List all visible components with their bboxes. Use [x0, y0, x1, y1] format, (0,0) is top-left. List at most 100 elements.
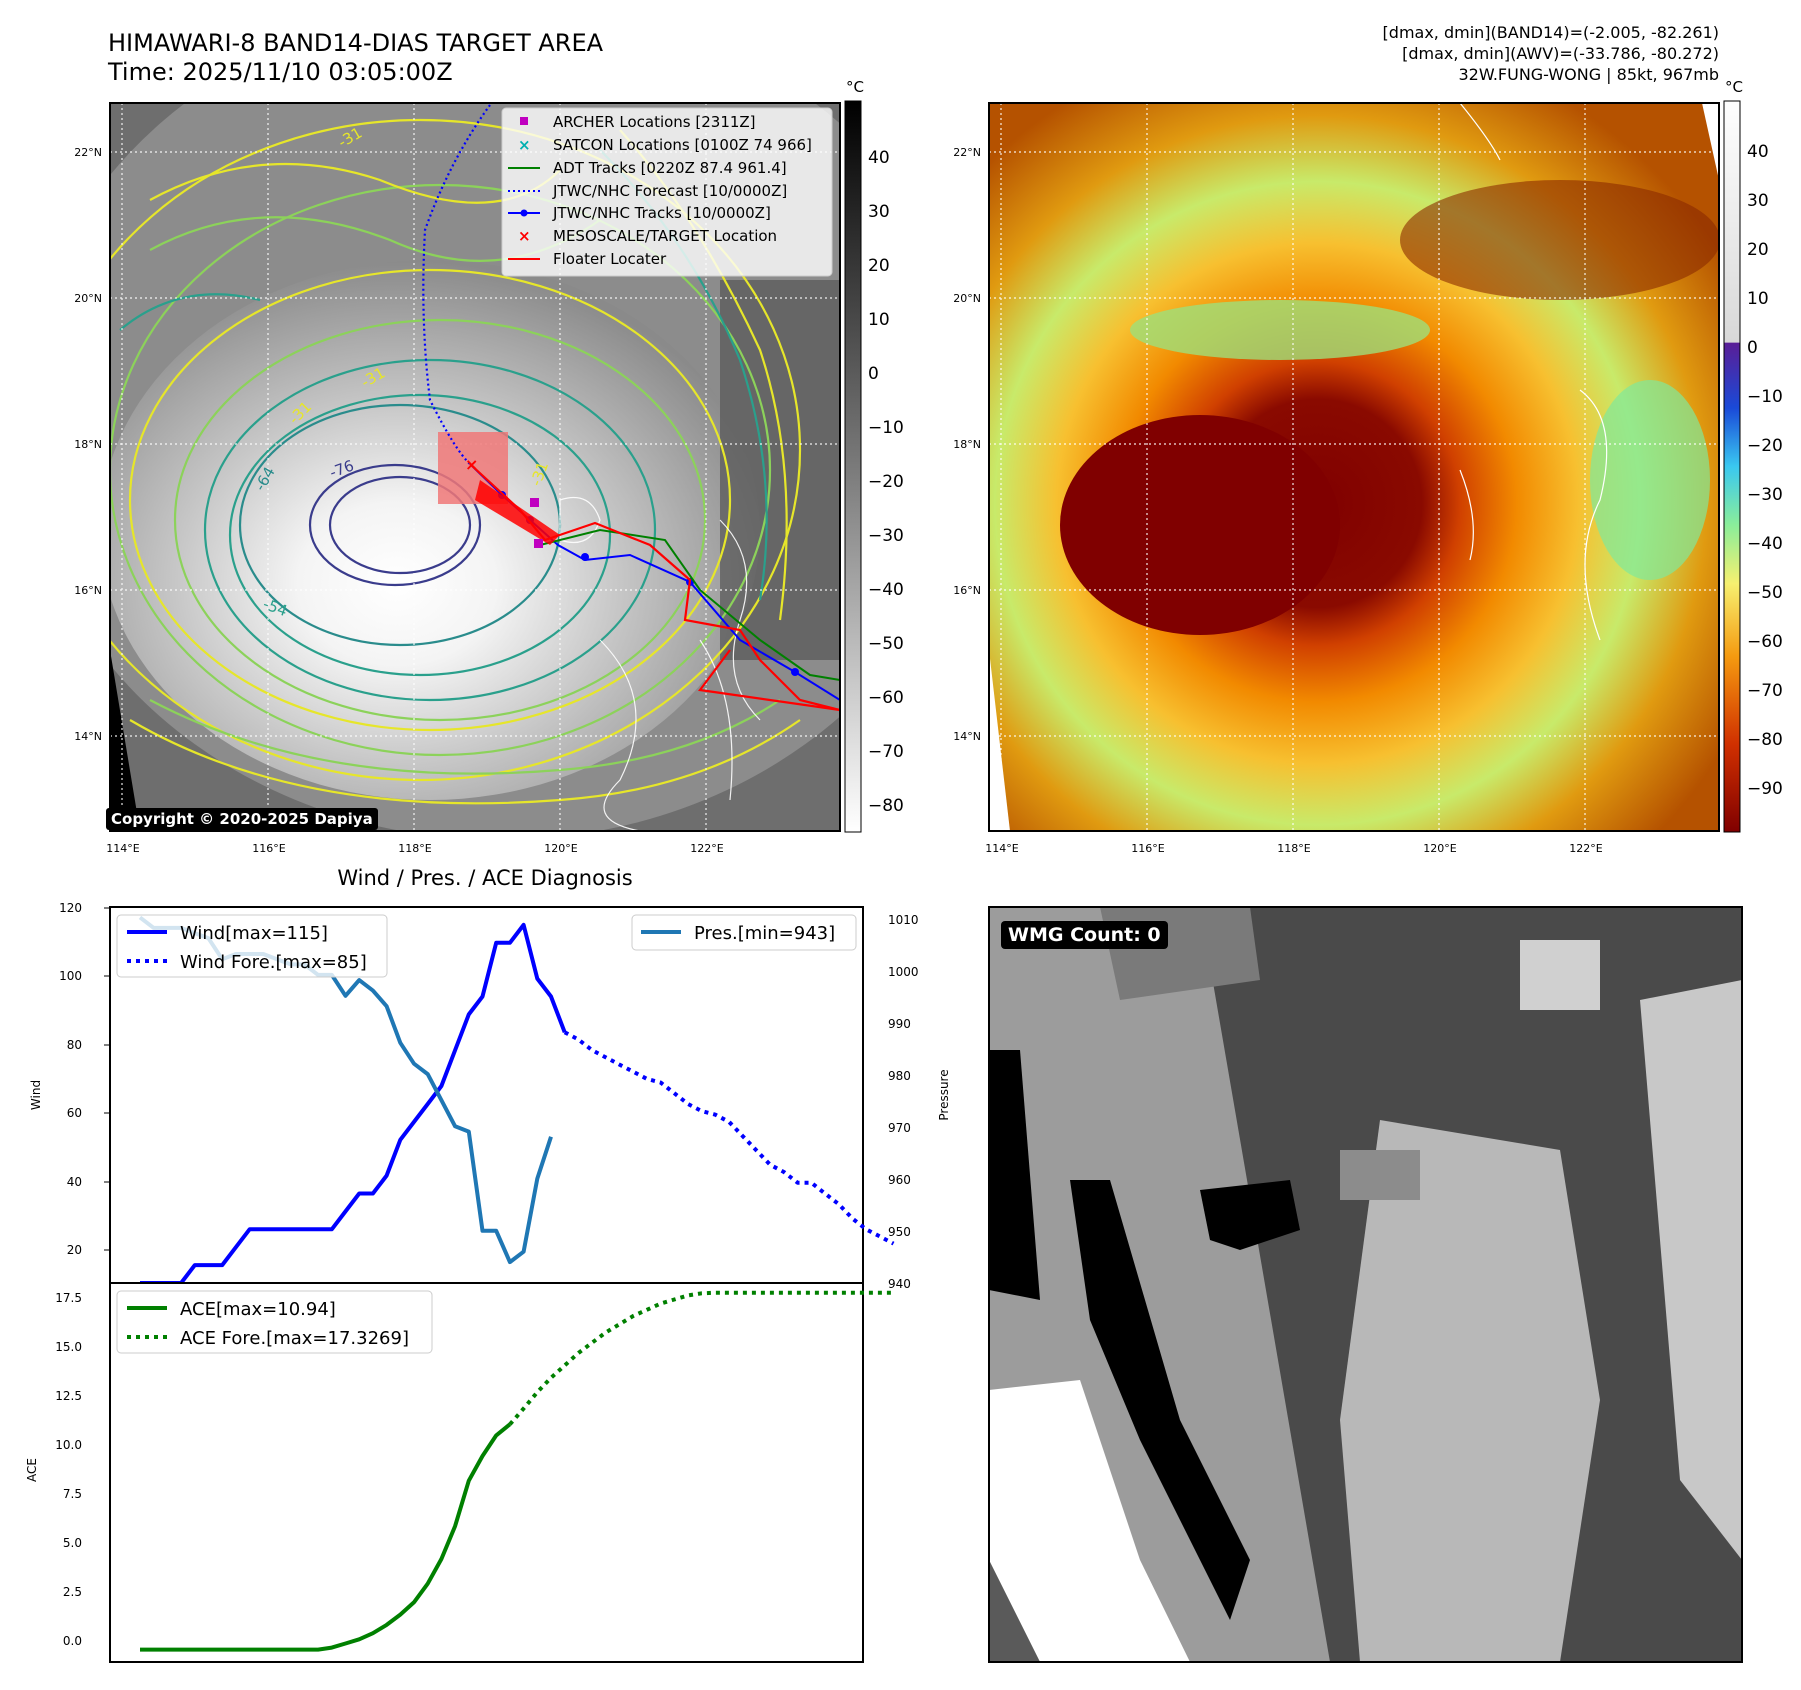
- y-tick-right: 1010: [888, 913, 919, 927]
- cb-tick: −80: [868, 796, 904, 816]
- wind-y-tick-marks: [104, 907, 110, 1251]
- awv-colorbar: °C 40 30 20 10 0 −10 −20 −30 −40 −50 −60…: [1723, 78, 1783, 833]
- y-tick-right: 1000: [888, 965, 919, 979]
- wind-legend: Wind[max=115] Wind Fore.[max=85]: [116, 914, 388, 978]
- legend-entry: JTWC/NHC Tracks [10/0000Z]: [552, 204, 771, 222]
- lon-tick: 120°E: [544, 842, 577, 855]
- cb-tick: −60: [1747, 632, 1783, 652]
- y-tick-right: 940: [888, 1277, 911, 1291]
- pressure-axis-label: Pressure: [937, 1069, 951, 1120]
- cb-tick: −10: [868, 418, 904, 438]
- ace-legend: ACE[max=10.94] ACE Fore.[max=17.3269]: [116, 1290, 433, 1354]
- target-legend-icon: ×: [518, 227, 531, 245]
- cb-tick: −10: [1747, 387, 1783, 407]
- wmg-frame: [988, 906, 1743, 1663]
- dmax-band14-text: [dmax, dmin](BAND14)=(-2.005, -82.261): [1383, 23, 1719, 42]
- legend-entry: Floater Locater: [553, 250, 667, 268]
- cb-tick: −50: [868, 634, 904, 654]
- lon-tick: 114°E: [985, 842, 1018, 855]
- figure-time: Time: 2025/11/10 03:05:00Z: [107, 58, 453, 86]
- y-tick: 20: [67, 1243, 82, 1257]
- cb-tick: 20: [1747, 240, 1769, 260]
- legend-entry: ARCHER Locations [2311Z]: [553, 113, 756, 131]
- pressure-legend: Pres.[min=943]: [631, 914, 857, 951]
- cb-tick: 10: [1747, 289, 1769, 309]
- cb-tick: −40: [868, 580, 904, 600]
- ir-satellite-map: -31 -31 -31 -54 -64 -76 -31 ×: [110, 103, 840, 831]
- ace-series: [140, 1290, 894, 1652]
- cb-tick: −30: [868, 526, 904, 546]
- awv-map-lon-ticks: 114°E 116°E 118°E 120°E 122°E: [985, 842, 1602, 855]
- archer-legend-icon: [520, 117, 528, 125]
- lat-tick: 20°N: [953, 292, 981, 305]
- cb-tick: −80: [1747, 730, 1783, 750]
- lon-tick: 116°E: [1131, 842, 1164, 855]
- cb-tick: −60: [868, 688, 904, 708]
- ir-map-lat-ticks: 22°N 20°N 18°N 16°N 14°N: [74, 146, 102, 743]
- awv-colorbar-ticks: 40 30 20 10 0 −10 −20 −30 −40 −50 −60 −7…: [1747, 142, 1783, 799]
- awv-map-frame: [988, 102, 1720, 832]
- y-tick: 5.0: [63, 1536, 82, 1550]
- cb-tick: −40: [1747, 534, 1783, 554]
- satcon-legend-icon: ×: [518, 136, 531, 154]
- archer-location: [534, 539, 543, 548]
- lon-tick: 120°E: [1423, 842, 1456, 855]
- y-tick: 10.0: [55, 1438, 82, 1452]
- y-tick-right: 960: [888, 1173, 911, 1187]
- lon-tick: 122°E: [1569, 842, 1602, 855]
- adt-tracks: [539, 528, 840, 681]
- ir-colorbar: °C 40 30 20 10 0 −10 −20 −30 −40 −50 −60…: [844, 78, 904, 833]
- legend-entry: ACE[max=10.94]: [180, 1299, 336, 1320]
- y-tick: 40: [67, 1175, 82, 1189]
- lon-tick: 114°E: [106, 842, 139, 855]
- storm-info-text: 32W.FUNG-WONG | 85kt, 967mb: [1458, 65, 1719, 84]
- series-line-wind-fore-max-85-: [563, 1030, 895, 1246]
- awv-map: [989, 103, 1719, 831]
- lat-tick: 22°N: [953, 146, 981, 159]
- copyright-badge: Copyright © 2020-2025 Dapiya: [106, 808, 378, 830]
- y-tick: 60: [67, 1106, 82, 1120]
- y-tick: 80: [67, 1038, 82, 1052]
- cb-tick: −70: [868, 742, 904, 762]
- lat-tick: 16°N: [953, 584, 981, 597]
- awv-colorbar-unit: °C: [1725, 78, 1743, 96]
- y-tick: 0.0: [63, 1634, 82, 1648]
- legend-entry: MESOSCALE/TARGET Location: [553, 227, 777, 245]
- lon-tick: 116°E: [252, 842, 285, 855]
- wind-axis-label: Wind: [29, 1080, 43, 1110]
- legend-entry: JTWC/NHC Forecast [10/0000Z]: [552, 182, 787, 200]
- cb-tick: 30: [868, 202, 890, 222]
- cb-tick: −30: [1747, 485, 1783, 505]
- y-tick: 100: [59, 969, 82, 983]
- y-tick: 17.5: [55, 1291, 82, 1305]
- cb-tick: 0: [868, 364, 879, 384]
- y-tick: 120: [59, 901, 82, 915]
- archer-location: [530, 498, 539, 507]
- y-tick: 12.5: [55, 1389, 82, 1403]
- lat-tick: 16°N: [74, 584, 102, 597]
- legend-entry: ACE Fore.[max=17.3269]: [180, 1328, 409, 1349]
- awv-map-lat-ticks: 22°N 20°N 18°N 16°N 14°N: [953, 146, 981, 743]
- y-tick: 15.0: [55, 1340, 82, 1354]
- cb-tick: −20: [1747, 436, 1783, 456]
- wmg-panel: [989, 907, 1742, 1662]
- lat-tick: 14°N: [74, 730, 102, 743]
- ace-axis-label: ACE: [25, 1458, 39, 1482]
- figure-title: HIMAWARI-8 BAND14-DIAS TARGET AREA: [108, 29, 604, 57]
- series-line-ace-max-10-94-: [140, 1422, 512, 1652]
- lon-tick: 122°E: [690, 842, 723, 855]
- lat-tick: 14°N: [953, 730, 981, 743]
- cb-tick: 20: [868, 256, 890, 276]
- cb-tick: 0: [1747, 338, 1758, 358]
- y-tick-right: 990: [888, 1017, 911, 1031]
- cb-tick: −20: [868, 472, 904, 492]
- legend-entry: Wind Fore.[max=85]: [180, 952, 367, 973]
- cb-tick: 40: [1747, 142, 1769, 162]
- cb-tick: −70: [1747, 681, 1783, 701]
- legend-entry: Pres.[min=943]: [694, 923, 835, 944]
- jtwc-forecast-track: [422, 104, 491, 465]
- legend-entry: SATCON Locations [0100Z 74 966]: [553, 136, 812, 154]
- cb-tick: 10: [868, 310, 890, 330]
- y-tick: 2.5: [63, 1585, 82, 1599]
- pressure-y-ticks: 1010 1000 990 980 970 960 950 940: [888, 913, 919, 1291]
